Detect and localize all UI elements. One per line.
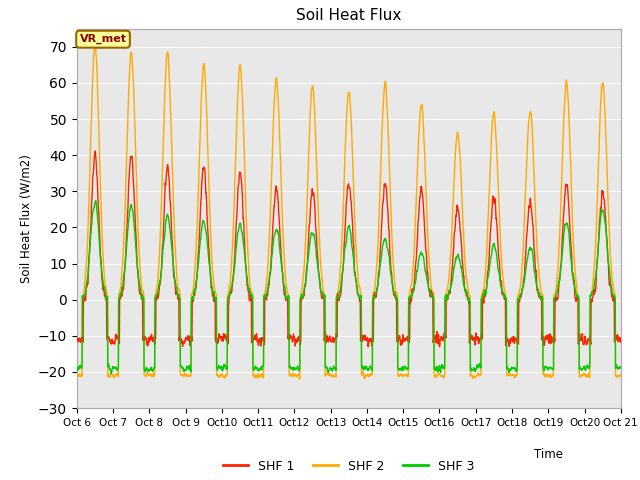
Legend: SHF 1, SHF 2, SHF 3: SHF 1, SHF 2, SHF 3 [218,455,479,478]
Text: VR_met: VR_met [79,34,127,44]
Title: Soil Heat Flux: Soil Heat Flux [296,9,401,24]
Text: Time: Time [534,448,563,461]
Y-axis label: Soil Heat Flux (W/m2): Soil Heat Flux (W/m2) [19,154,32,283]
